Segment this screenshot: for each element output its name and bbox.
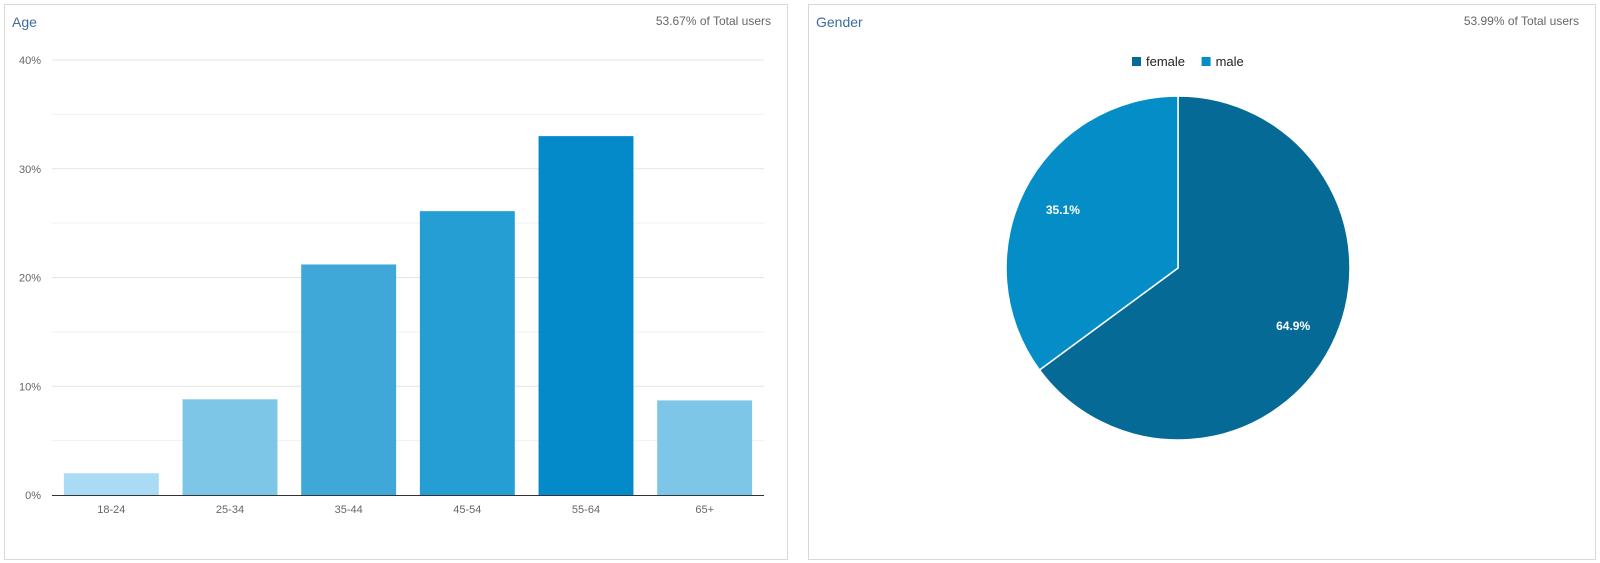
bar-18-24[interactable] — [63, 473, 159, 495]
pie-label-female: 64.9% — [1276, 319, 1310, 333]
y-tick-label: 40% — [19, 55, 41, 67]
legend-swatch-male — [1201, 57, 1211, 66]
legend-label-female: female — [1146, 54, 1185, 69]
y-tick-label: 30% — [19, 164, 41, 176]
x-tick-label: 45-54 — [453, 504, 481, 516]
x-tick-label: 18-24 — [97, 504, 125, 516]
bar-35-44[interactable] — [301, 264, 397, 495]
gender-panel: Gender 53.99% of Total users female male 6… — [808, 4, 1596, 560]
gender-total-users: 53.99% of Total users — [1463, 14, 1579, 28]
age-panel: Age 53.67% of Total users 0% 10% 20% 30% 40%… — [4, 4, 788, 560]
legend-label-male: male — [1216, 54, 1244, 69]
legend-swatch-female — [1132, 57, 1141, 66]
x-tick-label: 65+ — [695, 504, 714, 516]
age-bar-chart: 0% 10% 20% 30% 40% 18-24 25-34 35-44 45-54 55-64 6… — [19, 55, 764, 516]
pie-label-male: 35.1% — [1046, 203, 1080, 217]
y-tick-label: 0% — [25, 490, 41, 502]
bar-45-54[interactable] — [419, 211, 515, 495]
x-tick-label: 35-44 — [335, 504, 363, 516]
bar-65+[interactable] — [657, 400, 753, 495]
pie-slice-female[interactable] — [1038, 95, 1351, 441]
y-tick-label: 20% — [19, 273, 41, 285]
bar-25-34[interactable] — [182, 399, 278, 495]
age-total-users: 53.67% of Total users — [655, 14, 771, 28]
pie-slice-male[interactable] — [1005, 95, 1179, 372]
x-tick-label: 55-64 — [572, 504, 600, 516]
bar-55-64[interactable] — [538, 136, 634, 495]
x-tick-label: 25-34 — [216, 504, 244, 516]
gender-pie-chart: female male 64.9% 35.1% — [1005, 54, 1351, 441]
y-tick-label: 10% — [19, 381, 41, 393]
age-title: Age — [12, 14, 37, 30]
gender-title: Gender — [816, 14, 863, 30]
